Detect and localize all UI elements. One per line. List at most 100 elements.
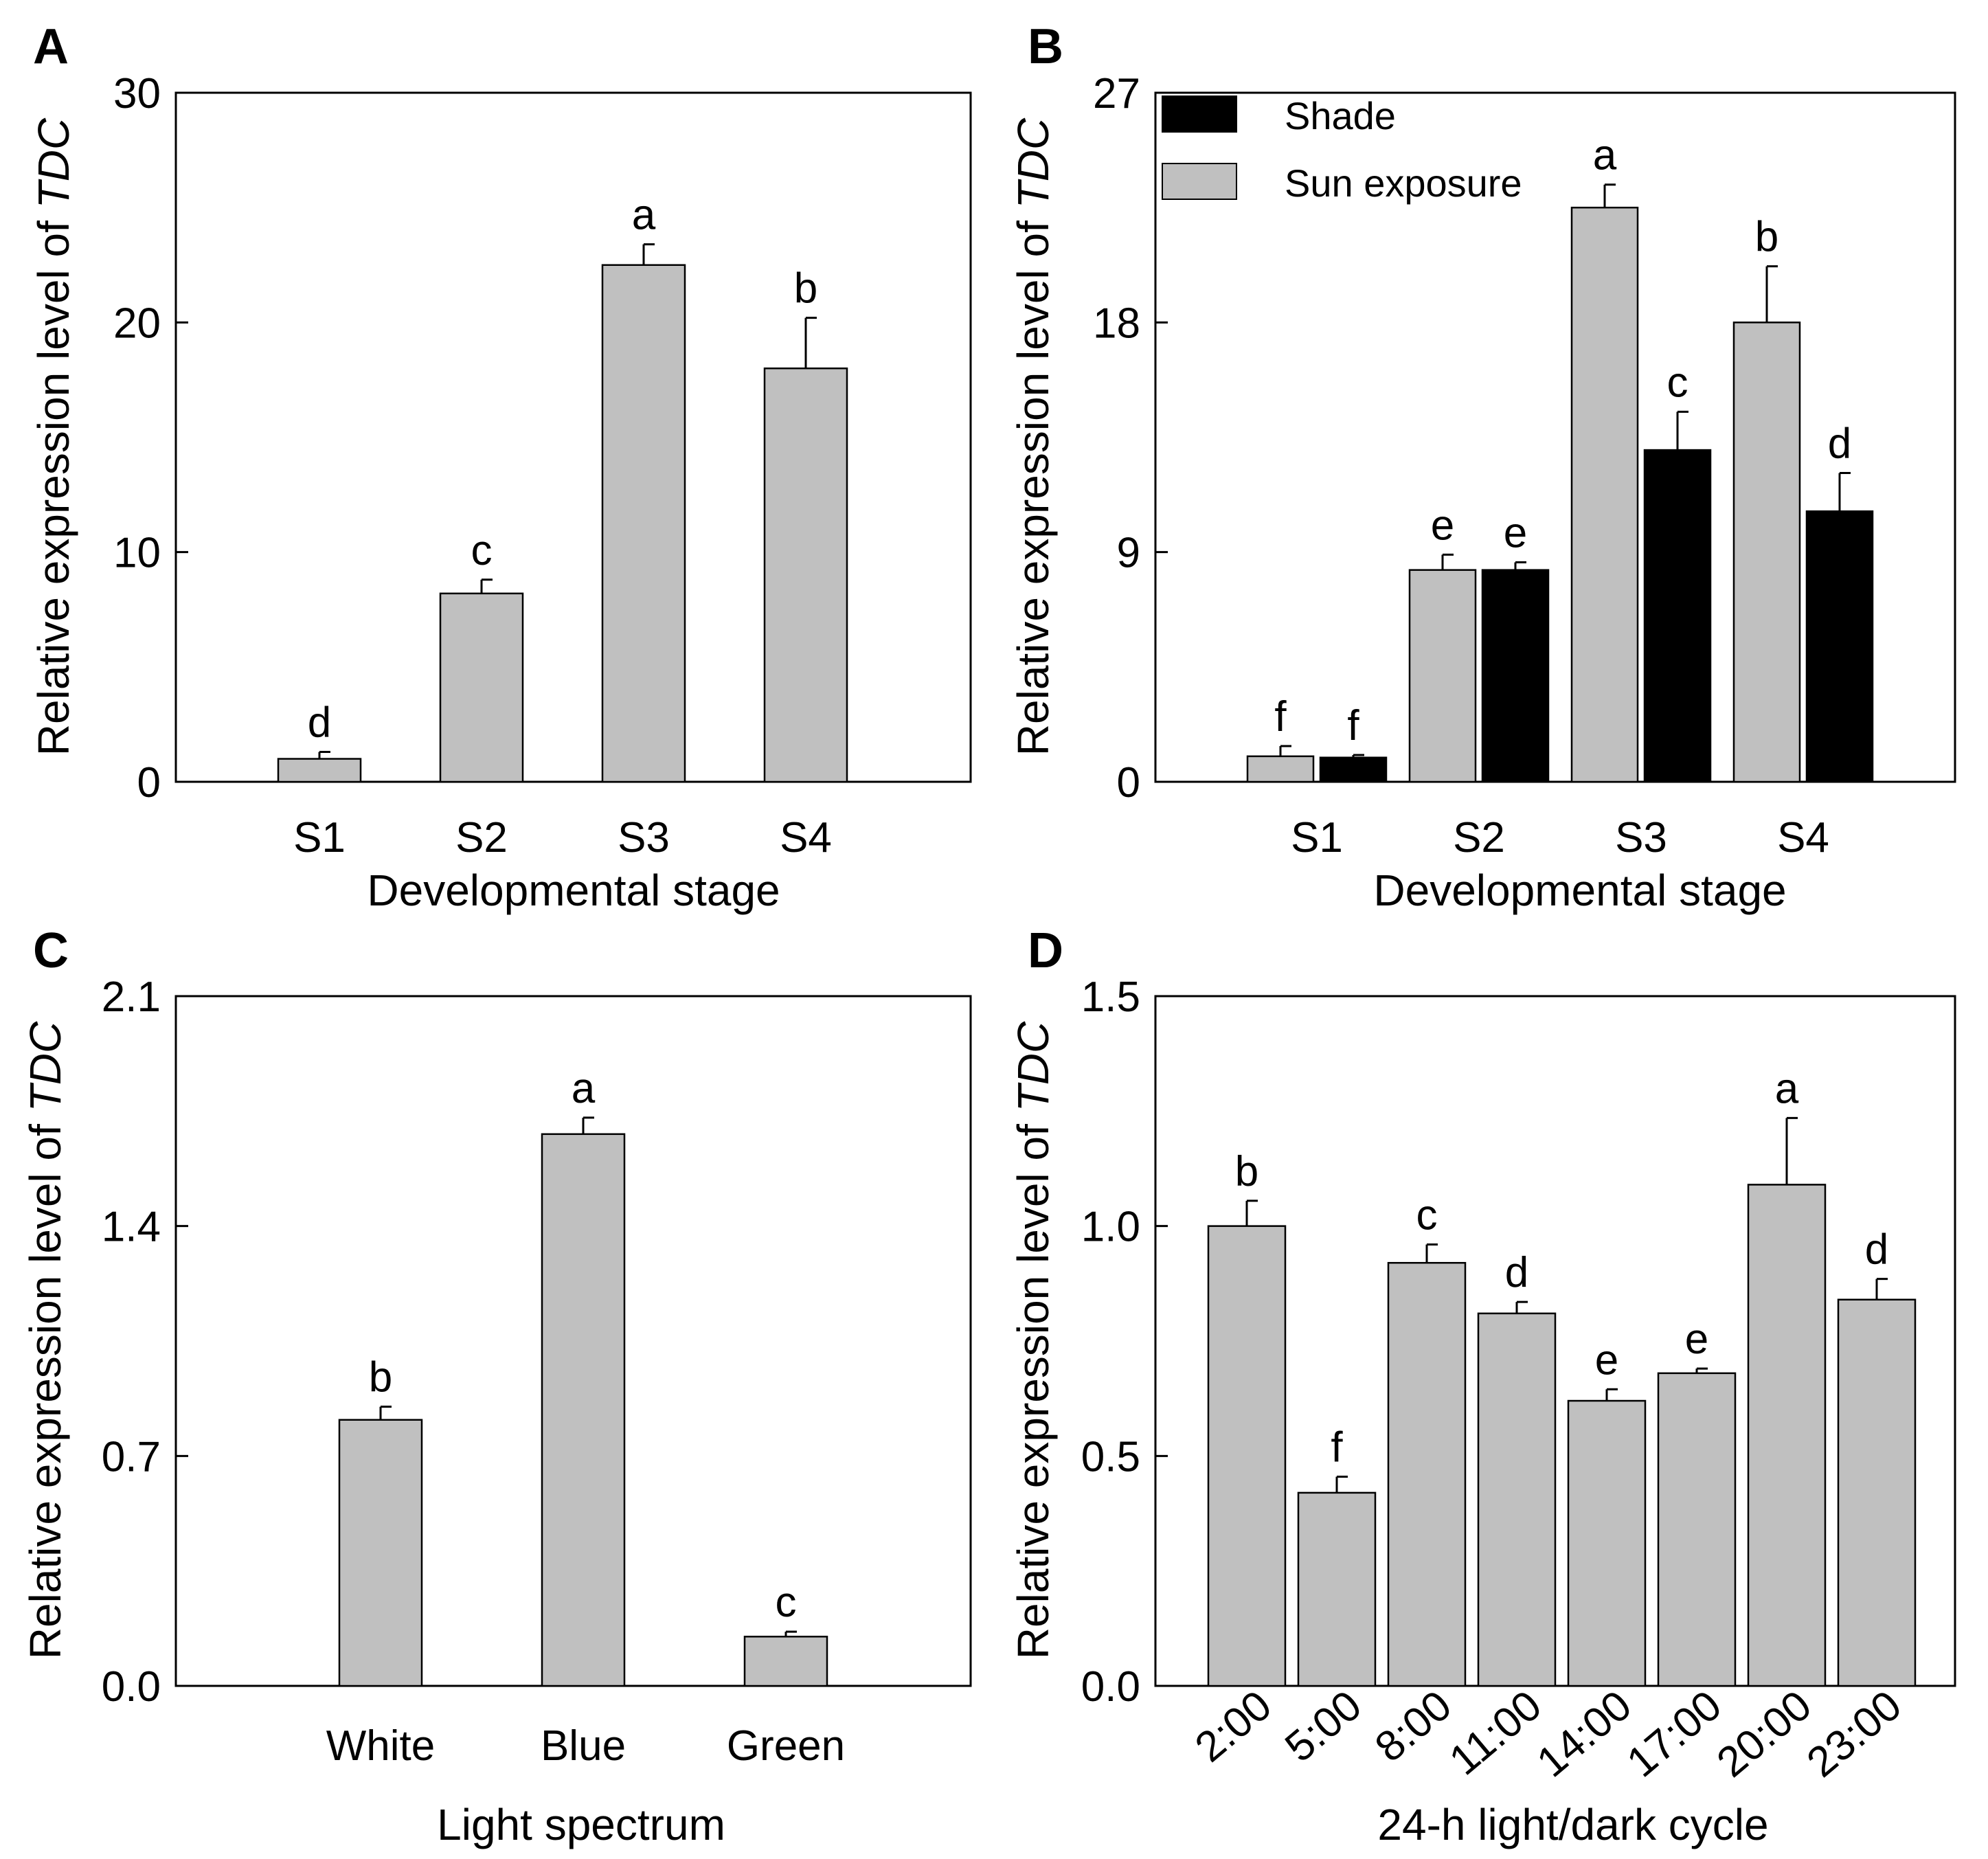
significance-letter: d (1865, 1226, 1888, 1274)
plot-frame (174, 91, 972, 783)
y-axis-label: Relative expression level of TDC (21, 1021, 70, 1659)
panel-letter-c: C (33, 923, 69, 978)
error-bar (582, 1116, 594, 1134)
y-axis-label: Relative expression level of TDC (29, 117, 78, 756)
category-labels: S1 S2 S3 S4 (1291, 814, 1829, 861)
error-bar (1515, 1300, 1528, 1314)
significance-letter: e (1595, 1336, 1618, 1384)
bar-S1-shade (1319, 756, 1388, 783)
category-label: 23:00 (1798, 1682, 1910, 1787)
error-bar (1765, 265, 1778, 323)
error-bar (1605, 1388, 1618, 1401)
y-tick-label: 0 (1117, 759, 1140, 807)
y-tick-label: 10 (113, 530, 161, 577)
significance-letter: d (308, 699, 331, 747)
significance-letter: c (776, 1579, 797, 1626)
significance-letter: b (1755, 214, 1778, 261)
error-bar (642, 243, 655, 265)
bars: b a c (338, 1065, 828, 1687)
bar-S3 (601, 264, 686, 783)
y-tick-label: 2.1 (102, 973, 161, 1021)
significance-letter: b (1235, 1148, 1258, 1195)
category-label: S3 (1615, 814, 1667, 861)
error-bar (379, 1406, 392, 1420)
significance-letter: d (1828, 420, 1851, 468)
category-label: Green (727, 1722, 845, 1770)
category-label: S4 (1777, 814, 1829, 861)
bar-200 (1207, 1225, 1287, 1687)
error-bar (1335, 1475, 1348, 1493)
significance-letter: c (1416, 1191, 1438, 1239)
bars: f f e e a c b d (1246, 132, 1874, 783)
error-bar (1279, 745, 1291, 756)
bar-White (338, 1419, 423, 1687)
category-labels: S1 S2 S3 S4 (293, 814, 832, 861)
category-label: 11:00 (1441, 1682, 1550, 1785)
error-bar (1676, 410, 1688, 451)
significance-letter: f (1347, 702, 1359, 750)
bar-1400 (1567, 1399, 1647, 1687)
x-axis-label: Developmental stage (1373, 866, 1786, 915)
y-tick-label: 0.7 (102, 1433, 161, 1480)
y-tick-label: 27 (1093, 70, 1140, 117)
error-bar (1425, 1243, 1438, 1263)
bar-2000 (1747, 1184, 1827, 1687)
panel-letter-d: D (1028, 923, 1063, 978)
bar-Blue (541, 1133, 626, 1687)
category-label: 14:00 (1528, 1682, 1640, 1787)
legend-label-sun-exposure: Sun exposure (1285, 161, 1522, 205)
significance-letter: e (1431, 502, 1454, 549)
y-axis: 0.0 0.7 1.4 2.1 (102, 973, 188, 1711)
category-label: 8:00 (1366, 1682, 1460, 1771)
category-label: S2 (455, 814, 508, 861)
error-bar (1514, 561, 1526, 570)
x-axis-label: 24-h light/dark cycle (1377, 1800, 1768, 1849)
panel-d: D 0.0 0.5 1.0 1.5 b f c d e e a d 2:005:008:0011:0… (1008, 923, 1956, 1849)
x-axis-label: Light spectrum (437, 1800, 725, 1849)
significance-letter: a (572, 1065, 596, 1112)
bar-S4 (763, 367, 848, 783)
significance-letter: c (1667, 359, 1688, 406)
y-tick-label: 1.0 (1081, 1204, 1140, 1251)
legend-swatch-sun-exposure (1162, 163, 1237, 200)
error-bar (804, 317, 817, 369)
error-bar (1603, 183, 1616, 208)
bar-S2-sun-exposure (1408, 569, 1477, 783)
category-label: White (326, 1722, 435, 1770)
significance-letter: f (1274, 693, 1287, 741)
panel-letter-a: A (33, 19, 69, 74)
error-bar (318, 751, 330, 759)
y-axis: 0 9 18 27 (1093, 70, 1168, 807)
y-tick-label: 0.5 (1081, 1433, 1140, 1480)
bars: b f c d e e a d (1207, 1065, 1917, 1687)
category-label: S4 (780, 814, 832, 861)
significance-letter: d (1505, 1249, 1528, 1296)
y-tick-label: 18 (1093, 300, 1140, 347)
panel-letter-b: B (1028, 19, 1063, 74)
category-label: 17:00 (1618, 1682, 1730, 1787)
y-tick-label: 9 (1117, 530, 1140, 577)
significance-letter: a (1775, 1065, 1799, 1112)
y-axis-label: Relative expression level of TDC (1008, 1021, 1058, 1659)
category-label: Blue (541, 1722, 626, 1770)
panel-a: A 0 10 20 30 d c a b S1 S2 S3 S4 Developmental st… (29, 19, 972, 915)
panel-c: C 0.0 0.7 1.4 2.1 b a c White Blue Green Light … (21, 923, 972, 1849)
legend-label-shade: Shade (1285, 94, 1396, 137)
bar-S4-shade (1805, 510, 1874, 783)
bar-S4-sun-exposure (1732, 322, 1801, 783)
significance-letter: b (794, 265, 817, 313)
error-bar (1352, 754, 1364, 758)
category-label: S1 (1291, 814, 1343, 861)
significance-letter: a (632, 192, 656, 239)
bar-S2 (439, 592, 524, 783)
significance-letter: c (471, 527, 493, 574)
error-bar (1245, 1199, 1258, 1226)
error-bar (1875, 1278, 1888, 1300)
category-labels: White Blue Green (326, 1722, 845, 1770)
y-tick-label: 0.0 (1081, 1663, 1140, 1711)
y-tick-label: 0 (137, 759, 161, 807)
error-bar (784, 1630, 797, 1637)
significance-letter: e (1504, 510, 1527, 557)
bar-S3-sun-exposure (1570, 206, 1639, 783)
